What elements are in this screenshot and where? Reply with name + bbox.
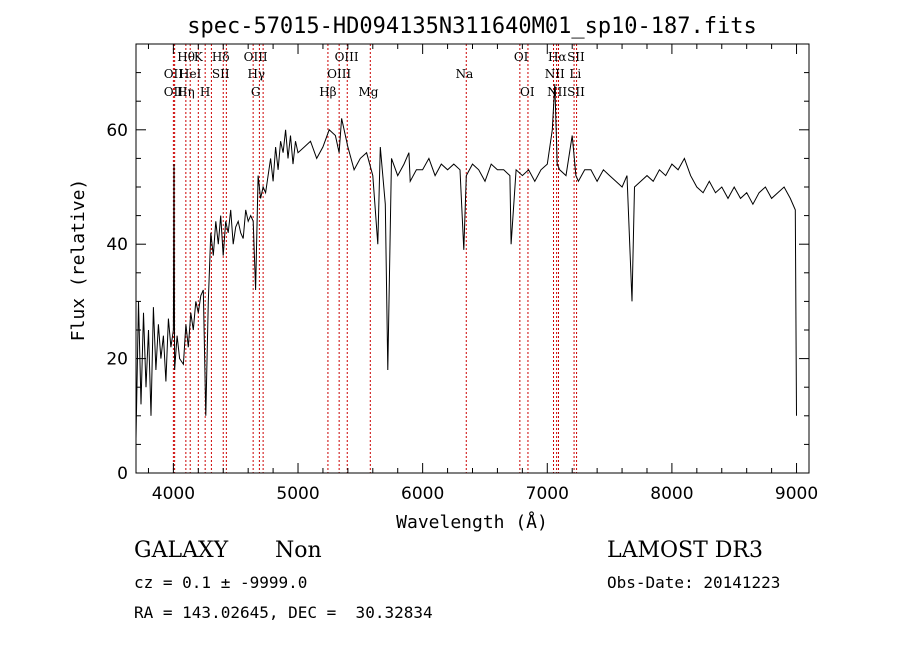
y-axis-ticks: 0 20 40 60 <box>106 43 809 484</box>
x-tick-label: 6000 <box>401 484 444 504</box>
coordinates-ra-dec: RA = 143.02645, DEC = 30.32834 <box>134 603 433 622</box>
line-label: Hθ <box>177 50 195 64</box>
line-label: OIII <box>327 67 351 81</box>
line-label: Hη <box>177 85 195 99</box>
line-label: NII <box>545 67 565 81</box>
x-axis-ticks: 4000 5000 6000 7000 8000 9000 <box>147 44 818 504</box>
line-label: Hγ <box>247 67 265 81</box>
line-label: HeI <box>179 67 202 81</box>
line-label: Hδ <box>212 50 230 64</box>
line-label: Mg <box>358 85 378 99</box>
survey-name: LAMOST DR3 <box>607 538 763 563</box>
plot-frame <box>135 43 810 474</box>
x-tick-label: 9000 <box>775 484 818 504</box>
line-label: H <box>200 85 210 99</box>
line-label: Na <box>456 67 474 81</box>
x-axis-label: Wavelength (Å) <box>396 511 548 533</box>
line-label: OI <box>520 85 535 99</box>
x-tick-label: 7000 <box>526 484 569 504</box>
spectrum-line <box>135 83 797 439</box>
line-label: OIII <box>244 50 268 64</box>
line-label: K <box>194 50 204 64</box>
object-class: GALAXY <box>134 538 229 563</box>
object-subclass: Non <box>275 538 322 563</box>
redshift-cz: cz = 0.1 ± -9999.0 <box>134 573 308 592</box>
y-tick-label: 40 <box>106 235 128 255</box>
line-label: OIII <box>335 50 359 64</box>
spectrum-chart: spec-57015-HD094135N311640M01_sp10-187.f… <box>68 14 818 533</box>
y-tick-label: 60 <box>106 121 128 141</box>
line-label: SII <box>567 50 585 64</box>
y-axis-label: Flux (relative) <box>68 179 89 342</box>
chart-title: spec-57015-HD094135N311640M01_sp10-187.f… <box>187 14 757 39</box>
x-tick-label: 8000 <box>650 484 693 504</box>
line-label: SII <box>212 67 230 81</box>
x-tick-label: 4000 <box>152 484 195 504</box>
line-label: OI <box>514 50 529 64</box>
line-label: G <box>251 85 261 99</box>
observation-date: Obs-Date: 20141223 <box>607 573 781 592</box>
line-label: OII <box>164 85 184 99</box>
x-tick-label: 5000 <box>276 484 319 504</box>
line-label: NIISII <box>547 85 585 99</box>
line-label: OII <box>164 67 184 81</box>
line-label: Li <box>569 67 581 81</box>
y-tick-label: 20 <box>106 350 128 370</box>
line-label: Hβ <box>319 85 336 99</box>
line-label: Hα <box>548 50 567 64</box>
y-tick-label: 0 <box>117 464 128 484</box>
emission-line-markers <box>172 44 578 473</box>
